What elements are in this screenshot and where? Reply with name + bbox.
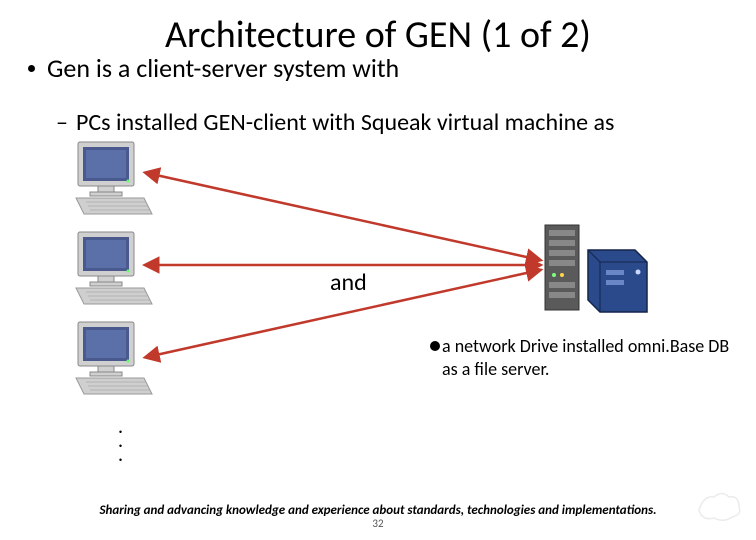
server-caption: a network Drive installed omni.Base DB a…	[442, 335, 730, 380]
server-caption-row: a network Drive installed omni.Base DB a…	[430, 335, 730, 380]
bullet-level2: – PCs installed GEN-client with Squeak v…	[56, 108, 614, 137]
bullet-level1: Gen is a client-server system with	[28, 52, 399, 84]
footer-text: Sharing and advancing knowledge and expe…	[0, 503, 756, 518]
page-number: 32	[0, 517, 756, 530]
server-icon	[540, 220, 660, 325]
corner-logo-icon	[694, 485, 744, 530]
bullet1-text: Gen is a client-server system with	[47, 52, 399, 84]
bullet-disc-icon	[28, 65, 35, 72]
pc-client-icon	[72, 230, 156, 313]
bullet2-text: PCs installed GEN-client with Squeak vir…	[76, 108, 614, 137]
pc-client-icon	[72, 140, 156, 223]
and-label: and	[330, 268, 367, 297]
pc-client-icon	[72, 320, 156, 403]
dash-icon: –	[56, 108, 68, 137]
vertical-ellipsis-icon: ...	[118, 420, 123, 462]
bullet-smalldisc-icon	[430, 341, 440, 351]
